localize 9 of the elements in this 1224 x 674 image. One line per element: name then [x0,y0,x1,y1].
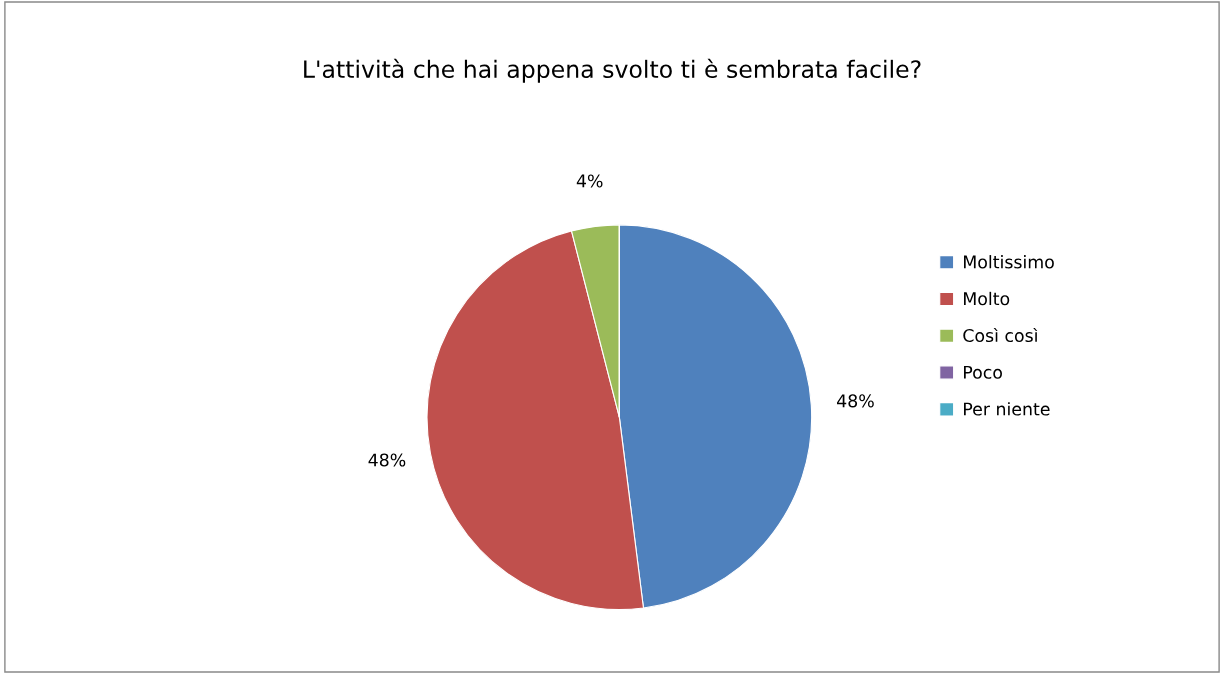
legend-label: Per niente [964,402,1050,416]
legend-label: Moltissimo [964,255,1054,269]
legend-label: Poco [964,365,1002,379]
data-label: 48% [837,394,874,408]
data-label: 48% [368,453,406,467]
legend-label: Molto [964,291,1010,306]
chart-title: L'attività che hai appena svolto ti è sembrata facile? [304,58,921,83]
data-label: 4% [576,174,603,188]
legend-label: Così così [963,327,1038,343]
